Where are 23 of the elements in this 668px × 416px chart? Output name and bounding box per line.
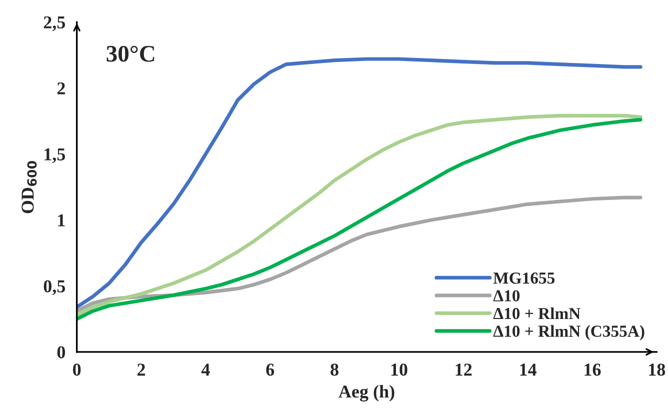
x-tick-label: 8 [330, 364, 338, 376]
y-axis-title: OD$_{600}$ [22, 161, 37, 214]
x-tick-label: 14 [520, 364, 536, 376]
x-tick-label: 10 [391, 364, 408, 376]
y-tick-label: 0 [57, 346, 66, 358]
text: 30°C [106, 46, 154, 62]
legend-label: Δ10 [493, 290, 520, 302]
x-tick-label: 4 [201, 364, 210, 376]
legend-label: MG1655 [493, 272, 555, 284]
y-tick-label: 0,5 [44, 280, 66, 296]
y-tick-label: 1 [58, 214, 65, 226]
legend-label: Δ10 + RlmN [493, 307, 580, 320]
x-axis-title: Aeg (h) [338, 384, 394, 402]
x-tick-label: 18 [649, 364, 666, 376]
y-tick-label: 2 [57, 82, 65, 94]
y-tick-label: 1,5 [44, 148, 66, 164]
x-tick-label: 2 [137, 364, 145, 376]
x-tick-label: 12 [456, 364, 472, 376]
x-tick-label: 0 [72, 364, 81, 376]
legend-label: Δ10 + RlmN (C355A) [493, 325, 644, 340]
x-tick-label: 16 [584, 364, 601, 376]
x-tick-label: 6 [266, 364, 274, 376]
y-tick-label: 2,5 [44, 16, 66, 32]
